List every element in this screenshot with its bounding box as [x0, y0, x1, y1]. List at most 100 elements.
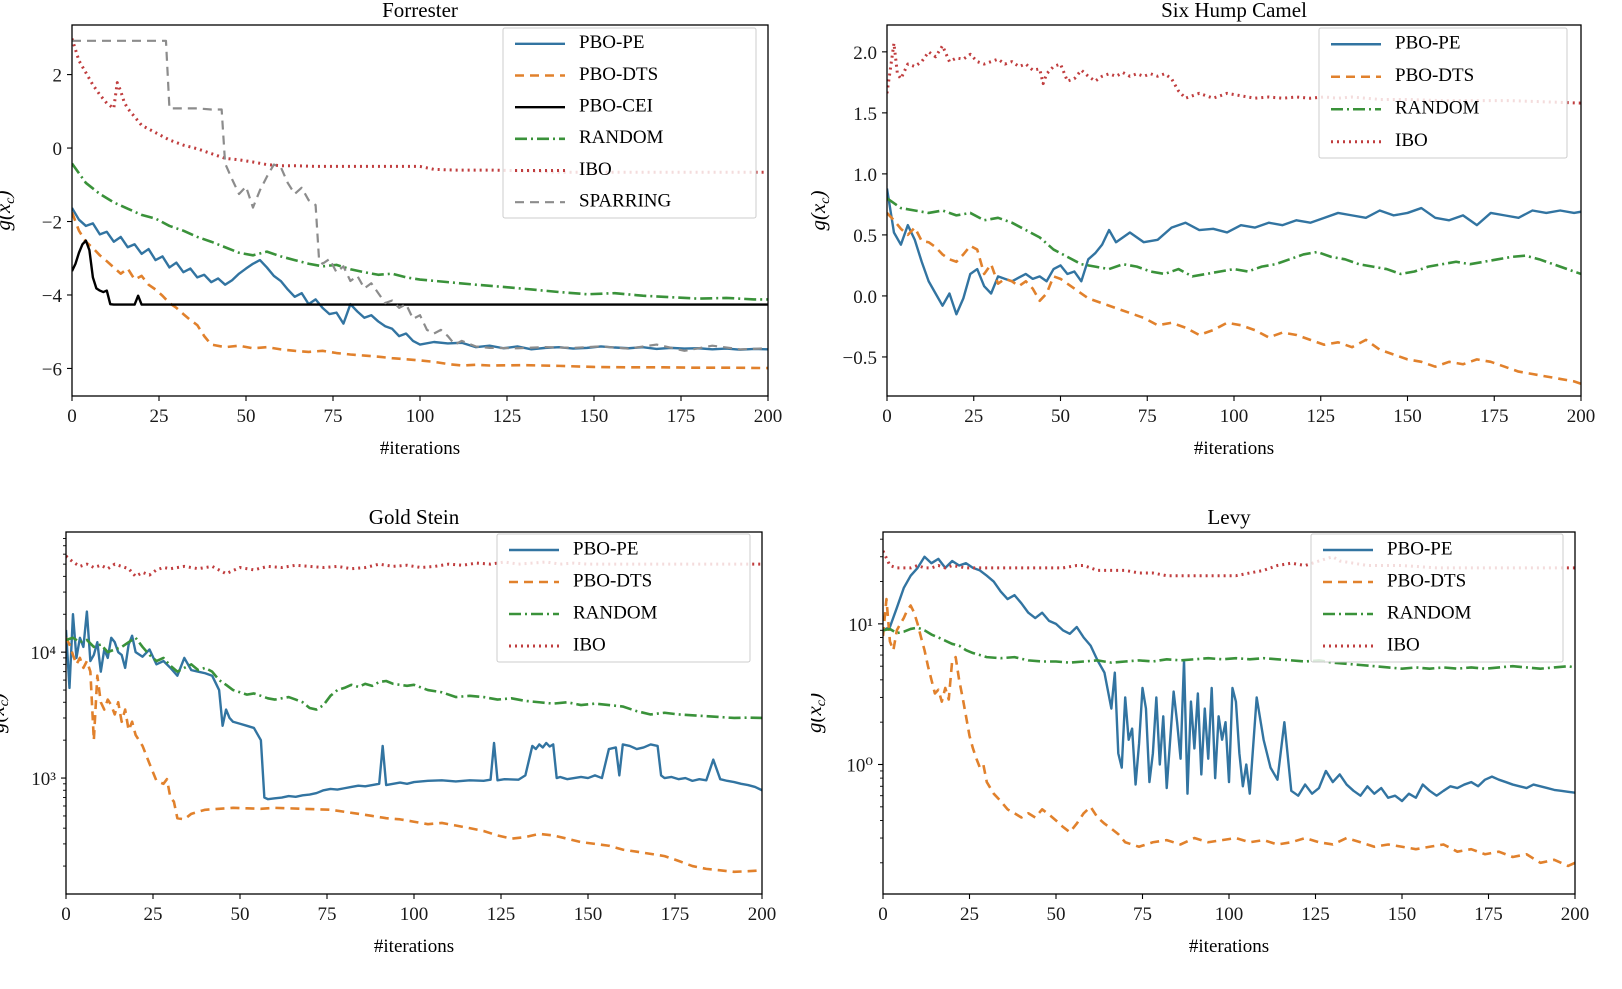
x-tick-label: 200: [748, 904, 777, 925]
legend-label-pbo-dts: PBO-DTS: [579, 64, 658, 85]
y-axis-label: g(xc): [0, 190, 18, 230]
series-line-pbo-pe: [887, 188, 1581, 316]
y-axis-label: g(xc): [811, 190, 833, 230]
panel-title: Six Hump Camel: [1161, 0, 1307, 22]
y-tick-label: 0.5: [853, 226, 877, 247]
svg-text:g(xc): g(xc): [0, 693, 12, 733]
y-tick-label: 1.0: [853, 165, 877, 186]
x-tick-label: 100: [1215, 904, 1244, 925]
y-tick-label: −6: [42, 359, 62, 380]
svg-text:g(xc): g(xc): [0, 190, 18, 230]
x-axis-label: #iterations: [1194, 438, 1274, 459]
y-tick-label: 10⁴: [30, 643, 56, 664]
x-tick-label: 125: [1301, 904, 1330, 925]
legend-label-random: RANDOM: [573, 602, 658, 623]
series-line-pbo-dts: [66, 637, 762, 874]
y-tick-label: 10¹: [848, 615, 873, 636]
x-tick-label: 75: [1133, 904, 1152, 925]
y-tick-label: 1.5: [853, 104, 877, 125]
legend-label-random: RANDOM: [1387, 602, 1472, 623]
y-tick-label: 10³: [31, 769, 56, 790]
series-line-pbo-dts: [883, 597, 1575, 868]
legend-label-ibo: IBO: [579, 159, 612, 180]
x-tick-label: 0: [61, 904, 71, 925]
x-tick-label: 150: [580, 406, 609, 427]
series-line-random: [72, 162, 768, 301]
y-axis-label: g(xc): [0, 693, 12, 733]
legend-label-pbo-dts: PBO-DTS: [1395, 65, 1474, 86]
panel-title: Levy: [1207, 505, 1251, 529]
series-line-pbo-dts: [72, 211, 768, 370]
legend-label-pbo-pe: PBO-PE: [1395, 33, 1460, 54]
x-tick-label: 25: [150, 406, 169, 427]
legend-box: [502, 27, 757, 219]
legend-label-ibo: IBO: [1387, 634, 1420, 655]
legend-label-random: RANDOM: [579, 127, 664, 148]
legend-box: [1310, 533, 1564, 663]
panel-title: Gold Stein: [369, 505, 460, 529]
y-tick-label: 10⁰: [846, 756, 873, 777]
series-line-random: [883, 626, 1575, 670]
x-tick-label: 75: [318, 904, 337, 925]
panel-gold-stein: Gold Stein 0 25 50 75 100 125 150 175 200 10⁴ 10³ #i…: [0, 494, 811, 989]
x-axis-label: #iterations: [374, 936, 454, 957]
x-tick-label: 75: [1138, 406, 1157, 427]
legend-label-pbo-dts: PBO-DTS: [1387, 570, 1466, 591]
legend-label-random: RANDOM: [1395, 98, 1480, 119]
y-axis-label: g(xc): [811, 693, 829, 733]
series-line-random: [66, 636, 762, 720]
x-tick-label: 25: [144, 904, 163, 925]
x-tick-label: 200: [754, 406, 783, 427]
x-tick-label: 0: [882, 406, 892, 427]
x-tick-label: 50: [237, 406, 256, 427]
series-line-pbo-pe: [66, 610, 762, 801]
legend-label-pbo-pe: PBO-PE: [1387, 538, 1452, 559]
x-tick-label: 125: [487, 904, 516, 925]
x-tick-label: 50: [231, 904, 250, 925]
x-tick-label: 75: [324, 406, 343, 427]
x-axis-label: #iterations: [1189, 936, 1269, 957]
svg-text:g(xc): g(xc): [811, 190, 833, 230]
x-tick-label: 175: [1480, 406, 1509, 427]
x-tick-label: 25: [964, 406, 983, 427]
x-tick-label: 200: [1567, 406, 1596, 427]
x-tick-label: 100: [1220, 406, 1249, 427]
x-tick-label: 50: [1047, 904, 1066, 925]
x-tick-label: 200: [1561, 904, 1590, 925]
legend-label-ibo: IBO: [1395, 130, 1428, 151]
legend-label-ibo: IBO: [573, 634, 606, 655]
y-tick-label: −4: [42, 286, 63, 307]
x-tick-label: 100: [406, 406, 435, 427]
series-line-pbo-pe: [883, 555, 1575, 803]
series-line-sparring: [72, 39, 768, 352]
x-tick-label: 50: [1051, 406, 1070, 427]
panel-levy: Levy 0 25 50 75 100 125 150 175 200 10¹ 10⁰ #iterati…: [811, 494, 1622, 989]
x-tick-label: 150: [574, 904, 603, 925]
svg-text:g(xc): g(xc): [811, 693, 829, 733]
legend-label-pbo-pe: PBO-PE: [579, 32, 644, 53]
x-tick-label: 0: [878, 904, 888, 925]
legend-box: [496, 533, 751, 663]
legend-box: [1318, 27, 1568, 159]
y-tick-label: 2: [53, 66, 63, 87]
plot-area: [66, 554, 762, 874]
legend-label-sparring: SPARRING: [579, 191, 672, 212]
y-tick-label: −2: [42, 213, 62, 234]
panel-forrester: Forrester 0 25 50 75 100 125 150 175 200 2 0 −2 −4 −6 #…: [0, 0, 811, 494]
x-tick-label: 100: [400, 904, 429, 925]
legend-label-pbo-cei: PBO-CEI: [579, 96, 653, 117]
series-line-pbo-dts: [887, 212, 1581, 386]
x-tick-label: 125: [1307, 406, 1336, 427]
series-line-ibo: [887, 41, 1581, 105]
plot-area: [72, 38, 768, 370]
series-line-pbo-cei: [72, 239, 768, 306]
x-tick-label: 150: [1388, 904, 1417, 925]
x-tick-label: 25: [960, 904, 979, 925]
x-tick-label: 175: [667, 406, 696, 427]
x-tick-label: 0: [67, 406, 77, 427]
panel-title: Forrester: [382, 0, 458, 22]
y-tick-label: 2.0: [853, 43, 877, 64]
x-axis-label: #iterations: [380, 438, 460, 459]
x-tick-label: 125: [493, 406, 522, 427]
